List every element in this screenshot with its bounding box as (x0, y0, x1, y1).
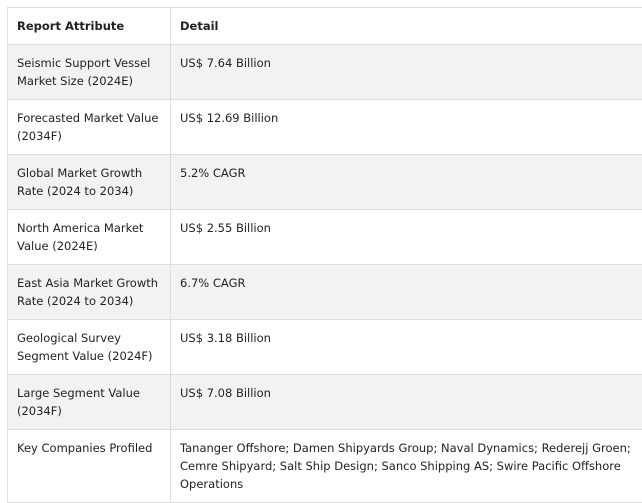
report-attribute-table: Report Attribute Detail Seismic Support … (7, 7, 642, 503)
header-report-attribute: Report Attribute (8, 8, 171, 45)
row-attribute: Seismic Support Vessel Market Size (2024… (8, 45, 171, 100)
table-row: Large Segment Value (2034F) US$ 7.08 Bil… (8, 375, 642, 430)
row-detail: US$ 12.69 Billion (171, 100, 642, 155)
row-attribute: Key Companies Profiled (8, 430, 171, 503)
row-attribute: Global Market Growth Rate (2024 to 2034) (8, 155, 171, 210)
row-attribute: North America Market Value (2024E) (8, 210, 171, 265)
row-attribute: Large Segment Value (2034F) (8, 375, 171, 430)
row-detail: US$ 2.55 Billion (171, 210, 642, 265)
table-row: Global Market Growth Rate (2024 to 2034)… (8, 155, 642, 210)
row-detail: 5.2% CAGR (171, 155, 642, 210)
table-row: Geological Survey Segment Value (2024F) … (8, 320, 642, 375)
row-attribute: East Asia Market Growth Rate (2024 to 20… (8, 265, 171, 320)
table-row: Seismic Support Vessel Market Size (2024… (8, 45, 642, 100)
table-row: North America Market Value (2024E) US$ 2… (8, 210, 642, 265)
header-detail: Detail (171, 8, 642, 45)
row-detail: US$ 7.64 Billion (171, 45, 642, 100)
row-detail: Tananger Offshore; Damen Shipyards Group… (171, 430, 642, 503)
table-row: East Asia Market Growth Rate (2024 to 20… (8, 265, 642, 320)
table-row: Forecasted Market Value (2034F) US$ 12.6… (8, 100, 642, 155)
row-detail: 6.7% CAGR (171, 265, 642, 320)
row-detail: US$ 3.18 Billion (171, 320, 642, 375)
row-attribute: Geological Survey Segment Value (2024F) (8, 320, 171, 375)
table-header-row: Report Attribute Detail (8, 8, 642, 45)
row-detail: US$ 7.08 Billion (171, 375, 642, 430)
row-attribute: Forecasted Market Value (2034F) (8, 100, 171, 155)
table-row: Key Companies Profiled Tananger Offshore… (8, 430, 642, 503)
